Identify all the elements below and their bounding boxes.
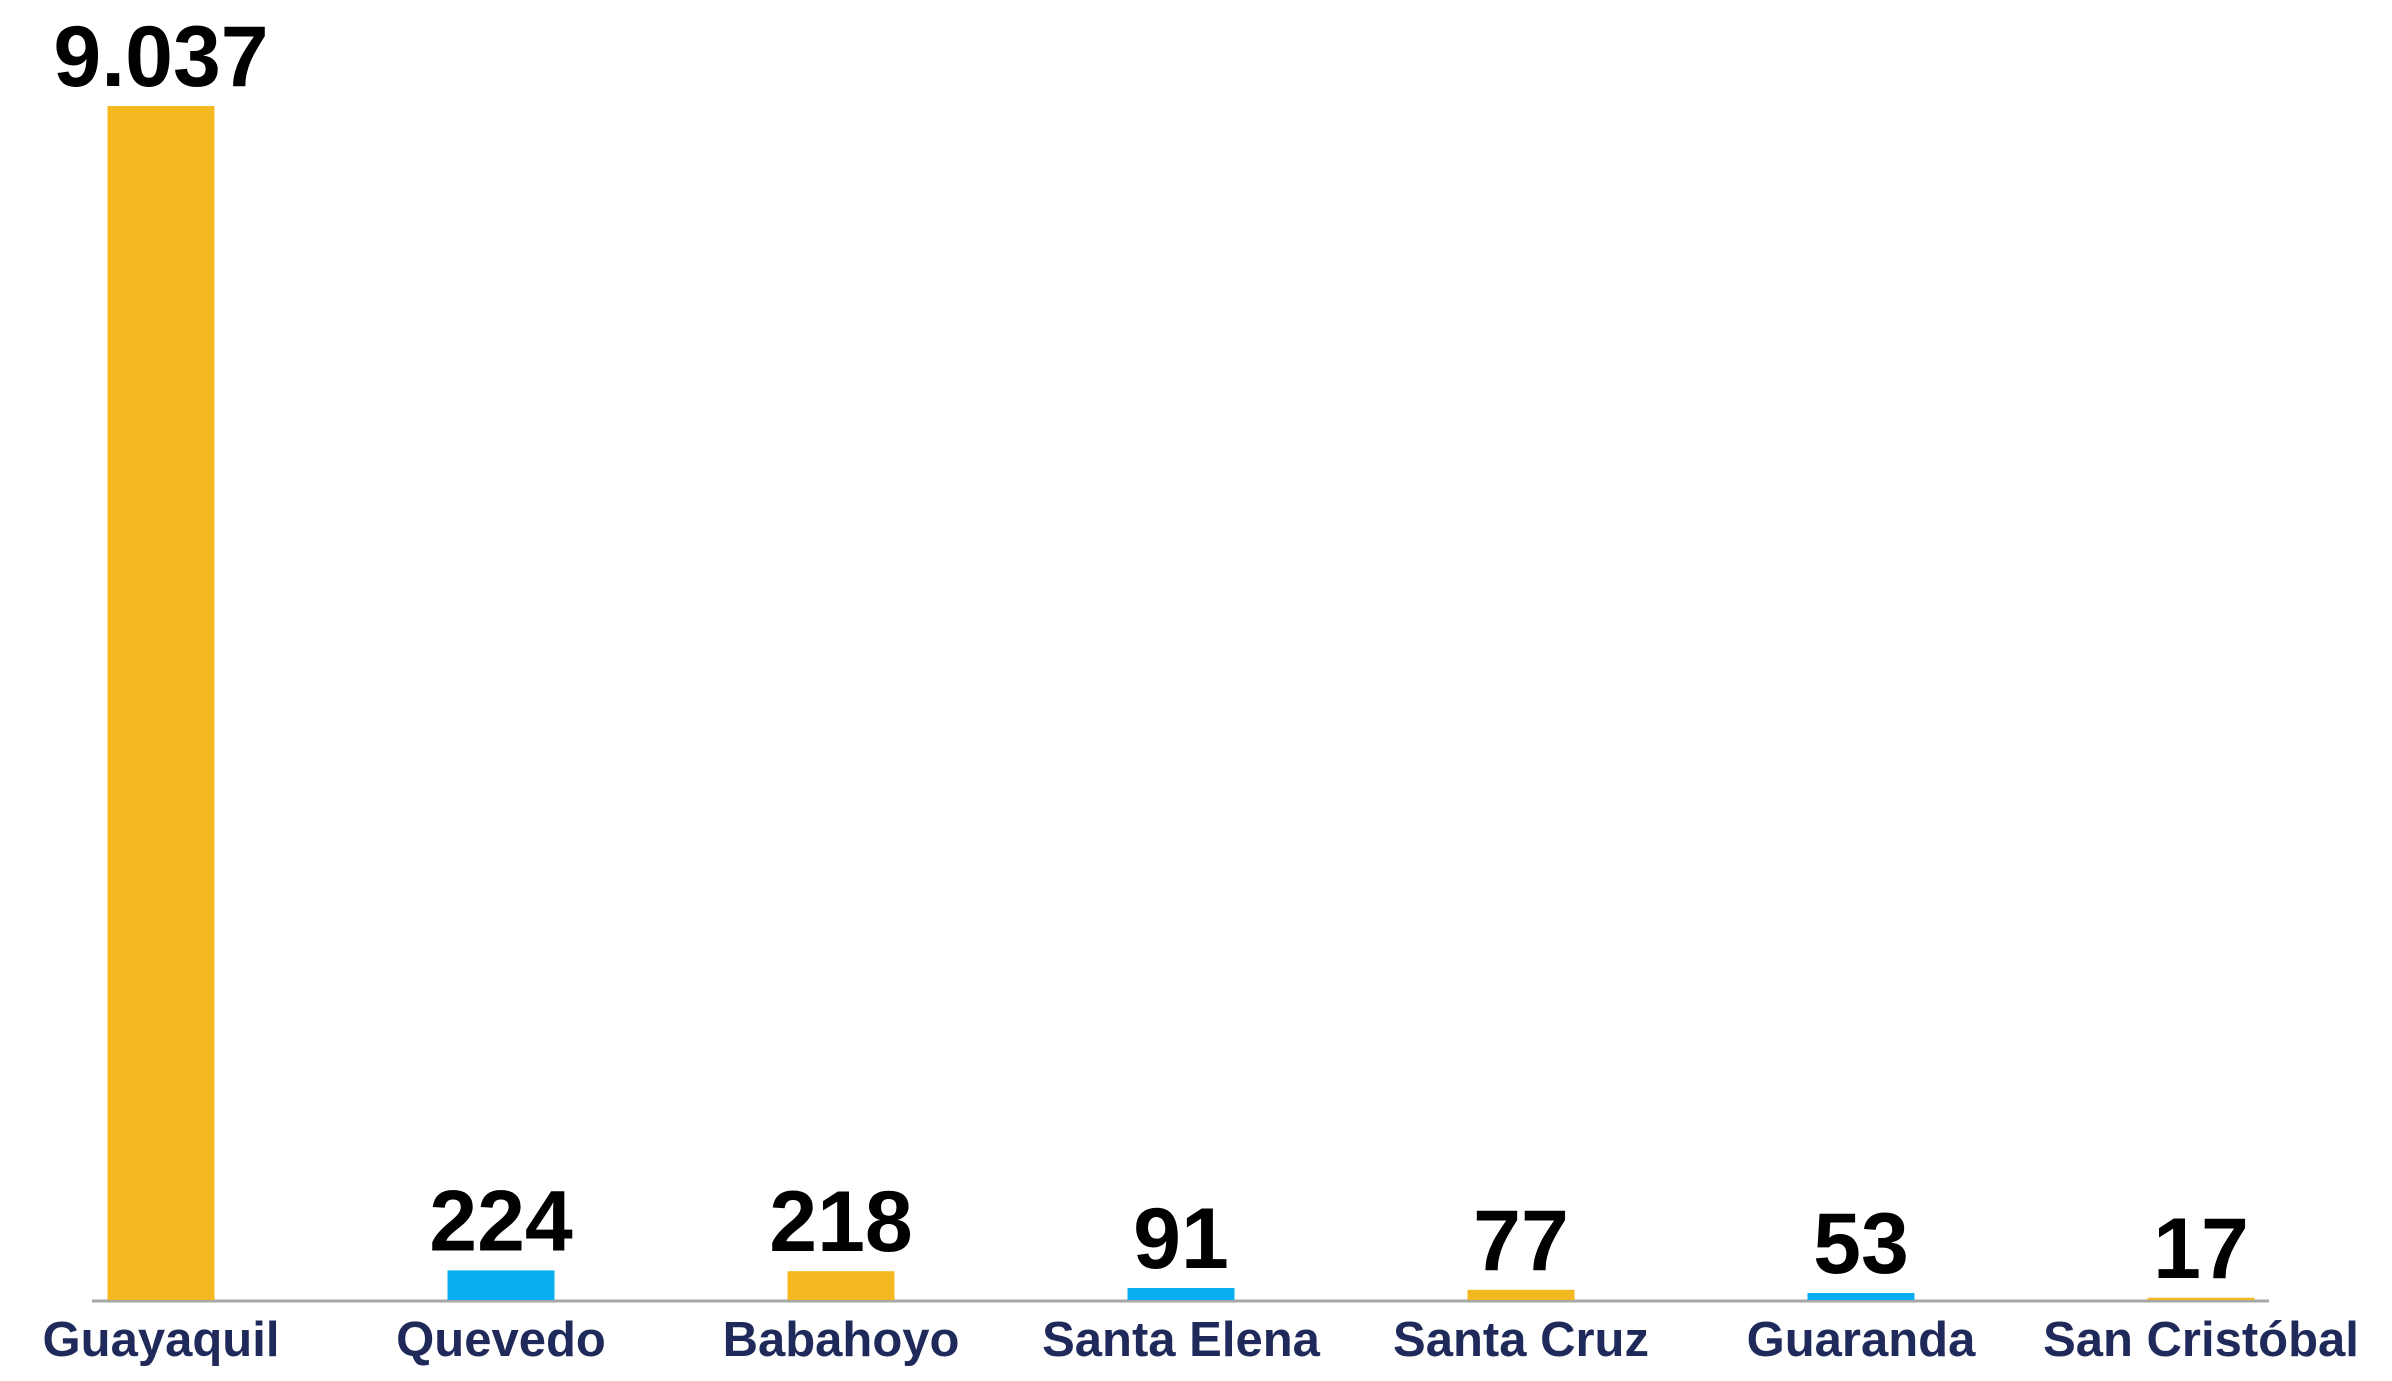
value-label: 218 (769, 1174, 913, 1270)
x-tick-label: Guayaquil (43, 1313, 280, 1367)
value-label: 9.037 (53, 9, 268, 105)
x-tick-label: Guaranda (1747, 1313, 1976, 1367)
bar (2147, 1297, 2255, 1300)
x-tick-label: San Cristóbal (2043, 1313, 2359, 1367)
bar (107, 106, 215, 1300)
value-label: 77 (1473, 1193, 1569, 1289)
value-label: 224 (429, 1173, 573, 1269)
bar (787, 1271, 895, 1300)
x-tick-label: Quevedo (396, 1313, 606, 1367)
x-tick-label: Santa Elena (1042, 1313, 1321, 1367)
bar (1467, 1289, 1575, 1300)
bar (447, 1270, 555, 1300)
value-label: 53 (1813, 1196, 1909, 1292)
x-tick-label: Babahoyo (723, 1313, 960, 1367)
x-tick-label: Santa Cruz (1393, 1313, 1649, 1367)
value-label: 17 (2153, 1201, 2249, 1297)
value-label: 91 (1133, 1191, 1229, 1287)
bar (1807, 1292, 1915, 1300)
bar (1127, 1287, 1235, 1300)
